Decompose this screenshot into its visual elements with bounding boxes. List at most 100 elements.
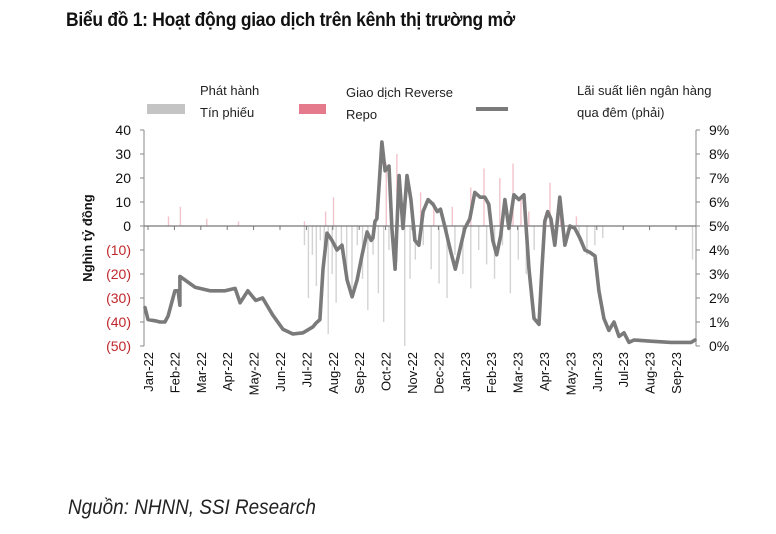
bar-reverse-repo [528,211,530,226]
legend-swatch-tin-phieu [147,104,185,114]
bar-tin-phieu [377,226,380,294]
y2-tick-label: 8% [709,146,729,162]
bar-tin-phieu [430,226,432,270]
bar-tin-phieu [315,226,318,286]
x-tick-label: Jul-23 [616,352,631,387]
y2-tick-label: 5% [709,218,729,234]
bar-tin-phieu [331,226,333,274]
bars-tin-phieu [303,226,694,346]
bar-tin-phieu [307,226,310,298]
y-tick-label: (30) [106,290,131,306]
bar-tin-phieu [409,226,411,279]
x-tick-label: Jul-22 [299,352,314,387]
x-tick-label: Mar-23 [511,352,526,393]
x-tick-label: Aug-22 [326,352,341,394]
bar-tin-phieu [470,226,472,289]
y-tick-label: (50) [106,338,131,354]
y2-tick-label: 7% [709,170,729,186]
y2-tick-label: 3% [709,266,729,282]
y-tick-label: 40 [115,122,131,138]
x-tick-label: Sep-23 [669,352,684,394]
x-tick-label: Feb-22 [167,352,182,393]
legend-label-line2: Tín phiếu [200,105,255,120]
y2-tick-label: 2% [709,290,729,306]
bar-tin-phieu [594,226,596,246]
bar-tin-phieu [602,226,604,238]
bar-reverse-repo [303,221,306,226]
bar-tin-phieu [422,226,424,246]
legend-label-line1: Phát hành [200,83,260,98]
legend-label-line2: Repo [346,107,378,122]
x-tick-label: Aug-23 [643,352,658,394]
chart-title: Biểu đồ 1: Hoạt động giao dịch trên kênh… [66,10,515,31]
y-tick-label: 10 [115,194,131,210]
x-tick-label: Dec-22 [431,352,446,394]
bar-tin-phieu [319,226,321,241]
bar-reverse-repo [549,182,551,226]
bar-tin-phieu [327,226,329,334]
bar-reverse-repo [575,216,578,226]
bar-tin-phieu [454,226,456,255]
bar-reverse-repo [433,202,435,226]
x-tick-label: Apr-23 [537,352,552,391]
bar-reverse-repo [324,211,327,226]
bar-reverse-repo [179,206,182,226]
y-axis-left-ticks: 40 30 20 10 0 (10) (20) (30) (40) (50) [106,122,144,354]
bar-tin-phieu [533,226,535,250]
bar-reverse-repo [451,206,453,226]
bar-tin-phieu [517,226,519,260]
legend-swatch-reverse-repo [299,104,326,114]
bar-tin-phieu [478,226,480,250]
x-tick-label: Mar-22 [194,352,209,393]
chart-area: 40 30 20 10 0 (10) (20) (30) (40) (50) 9% 8% 7% 6% 5%… [80,122,729,395]
x-tick-label: Oct-22 [379,352,394,391]
x-tick-label: Nov-22 [405,352,420,394]
bar-tin-phieu [346,226,348,270]
x-tick-label: Jan-22 [141,352,156,392]
x-tick-label: Apr-22 [220,352,235,391]
legend-label-interbank-rate: Lãi suất liên ngân hàng qua đêm (phải) [577,80,711,124]
bar-reverse-repo [206,218,208,226]
bar-tin-phieu [586,226,588,255]
legend-label-line1: Lãi suất liên ngân hàng [577,83,712,98]
y2-tick-label: 6% [709,194,729,210]
x-tick-label: Jun-22 [273,352,288,392]
bar-reverse-repo [237,221,240,226]
bar-tin-phieu [382,226,385,322]
y-tick-label: 0 [123,218,131,234]
bar-reverse-repo [499,178,501,226]
bar-tin-phieu [351,226,353,289]
y-tick-label: 20 [115,170,131,186]
legend-label-tin-phieu: Phát hành Tín phiếu [200,80,259,124]
line-interbank-rate [143,140,697,345]
x-axis-ticks: Jan-22 Feb-22 Mar-22 Apr-22 May-22 Jun-22 Jul-… [141,226,684,395]
x-tick-label: Jun-23 [590,352,605,392]
bar-tin-phieu [462,226,464,274]
x-tick-label: May-23 [563,352,578,395]
bar-tin-phieu [388,226,390,250]
bar-reverse-repo [332,197,335,226]
bar-tin-phieu [485,226,488,265]
bar-tin-phieu [438,226,440,284]
legend-label-line2: qua đêm (phải) [577,105,665,120]
y2-tick-label: 0% [709,338,729,354]
bar-tin-phieu [311,226,314,255]
legend-label-reverse-repo: Giao dịch Reverse Repo [346,82,453,126]
legend-swatch-interbank-rate [476,107,508,111]
y-axis-label: Nghìn tỷ đồng [80,194,95,281]
bar-tin-phieu [356,226,358,246]
bar-tin-phieu [303,226,306,246]
bar-tin-phieu [367,226,369,310]
rate-line [143,140,697,345]
x-tick-label: Feb-23 [484,352,499,393]
y-tick-label: 30 [115,146,131,162]
x-tick-label: Sep-22 [352,352,367,394]
y-tick-label: (10) [106,242,131,258]
bar-tin-phieu [509,226,512,294]
bar-reverse-repo [167,216,170,226]
legend-label-line1: Giao dịch Reverse [346,85,453,100]
bar-tin-phieu [404,226,406,346]
bar-tin-phieu [335,226,337,303]
bar-reverse-repo [385,163,387,226]
bar-reverse-repo [520,197,522,226]
